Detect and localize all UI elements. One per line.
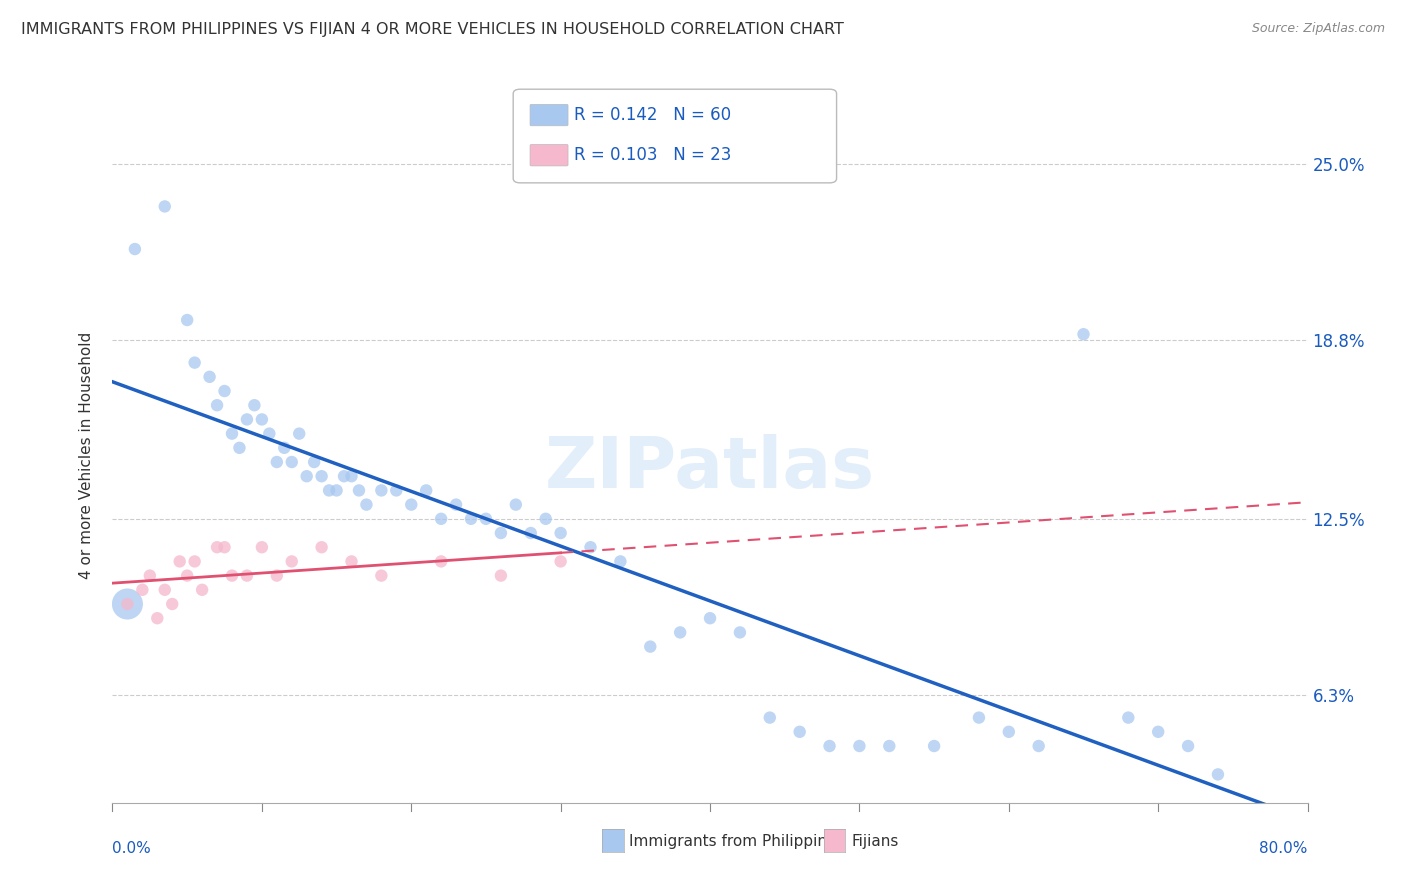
Point (176, 313, 198, 327)
Point (221, 426, 243, 441)
Point (922, 739, 945, 753)
Point (505, 498, 527, 512)
Point (401, 498, 423, 512)
Point (250, 540, 273, 554)
Point (311, 540, 333, 554)
Point (153, 582, 176, 597)
Point (266, 455, 288, 469)
Point (333, 469, 356, 483)
Point (534, 512, 557, 526)
Point (281, 554, 304, 568)
Point (288, 426, 311, 441)
Point (609, 554, 631, 568)
Point (183, 356, 205, 370)
Point (489, 526, 512, 541)
Point (131, 582, 153, 597)
Point (243, 398, 266, 412)
Point (205, 540, 228, 554)
Point (1073, 327, 1095, 342)
Point (1177, 739, 1199, 753)
Text: Fijians: Fijians (851, 833, 898, 848)
Point (281, 455, 304, 469)
Point (266, 568, 288, 582)
Point (759, 710, 782, 724)
Text: 80.0%: 80.0% (1260, 841, 1308, 856)
Point (699, 611, 721, 625)
Point (325, 483, 347, 498)
Point (640, 640, 662, 654)
Point (221, 568, 243, 582)
Point (550, 526, 572, 541)
Text: Source: ZipAtlas.com: Source: ZipAtlas.com (1251, 22, 1385, 36)
Point (356, 498, 378, 512)
Text: Immigrants from Philippines: Immigrants from Philippines (628, 833, 844, 848)
Point (117, 597, 139, 611)
Point (415, 483, 437, 498)
Point (998, 724, 1021, 739)
Point (214, 384, 236, 398)
Point (311, 469, 333, 483)
Text: IMMIGRANTS FROM PHILIPPINES VS FIJIAN 4 OR MORE VEHICLES IN HOUSEHOLD CORRELATIO: IMMIGRANTS FROM PHILIPPINES VS FIJIAN 4 … (21, 22, 844, 37)
Point (1118, 710, 1140, 724)
Point (728, 625, 751, 640)
Point (318, 483, 340, 498)
Point (848, 739, 870, 753)
Text: ZIPatlas: ZIPatlas (546, 434, 875, 503)
Point (1028, 739, 1050, 753)
Point (198, 369, 221, 384)
Point (153, 199, 176, 213)
Point (146, 611, 169, 625)
Point (444, 498, 467, 512)
Point (139, 568, 162, 582)
Point (789, 724, 811, 739)
Point (183, 554, 205, 568)
Text: 0.0%: 0.0% (112, 841, 152, 856)
Point (430, 512, 453, 526)
Point (430, 554, 453, 568)
Point (340, 554, 363, 568)
Point (475, 512, 498, 526)
Point (879, 739, 901, 753)
Point (370, 483, 392, 498)
Point (347, 483, 370, 498)
Point (205, 398, 228, 412)
Point (1206, 767, 1229, 781)
Point (489, 568, 512, 582)
Point (117, 597, 139, 611)
Text: R = 0.103   N = 23: R = 0.103 N = 23 (574, 146, 731, 164)
Point (191, 582, 214, 597)
Point (273, 441, 295, 455)
Point (1147, 724, 1170, 739)
Point (250, 412, 273, 426)
Point (214, 540, 236, 554)
Point (124, 242, 146, 256)
Point (236, 568, 259, 582)
Point (818, 739, 841, 753)
Point (550, 554, 572, 568)
Point (228, 441, 250, 455)
Point (176, 568, 198, 582)
Point (967, 710, 990, 724)
Point (385, 483, 408, 498)
Point (579, 540, 602, 554)
Point (169, 554, 191, 568)
Point (520, 526, 543, 541)
Point (295, 469, 318, 483)
Point (236, 412, 259, 426)
Point (302, 455, 325, 469)
Point (669, 625, 692, 640)
Point (259, 426, 281, 441)
Y-axis label: 4 or more Vehicles in Household: 4 or more Vehicles in Household (79, 331, 94, 579)
Point (162, 597, 183, 611)
Point (460, 512, 482, 526)
Text: R = 0.142   N = 60: R = 0.142 N = 60 (574, 106, 731, 124)
Point (370, 568, 392, 582)
Point (340, 469, 363, 483)
